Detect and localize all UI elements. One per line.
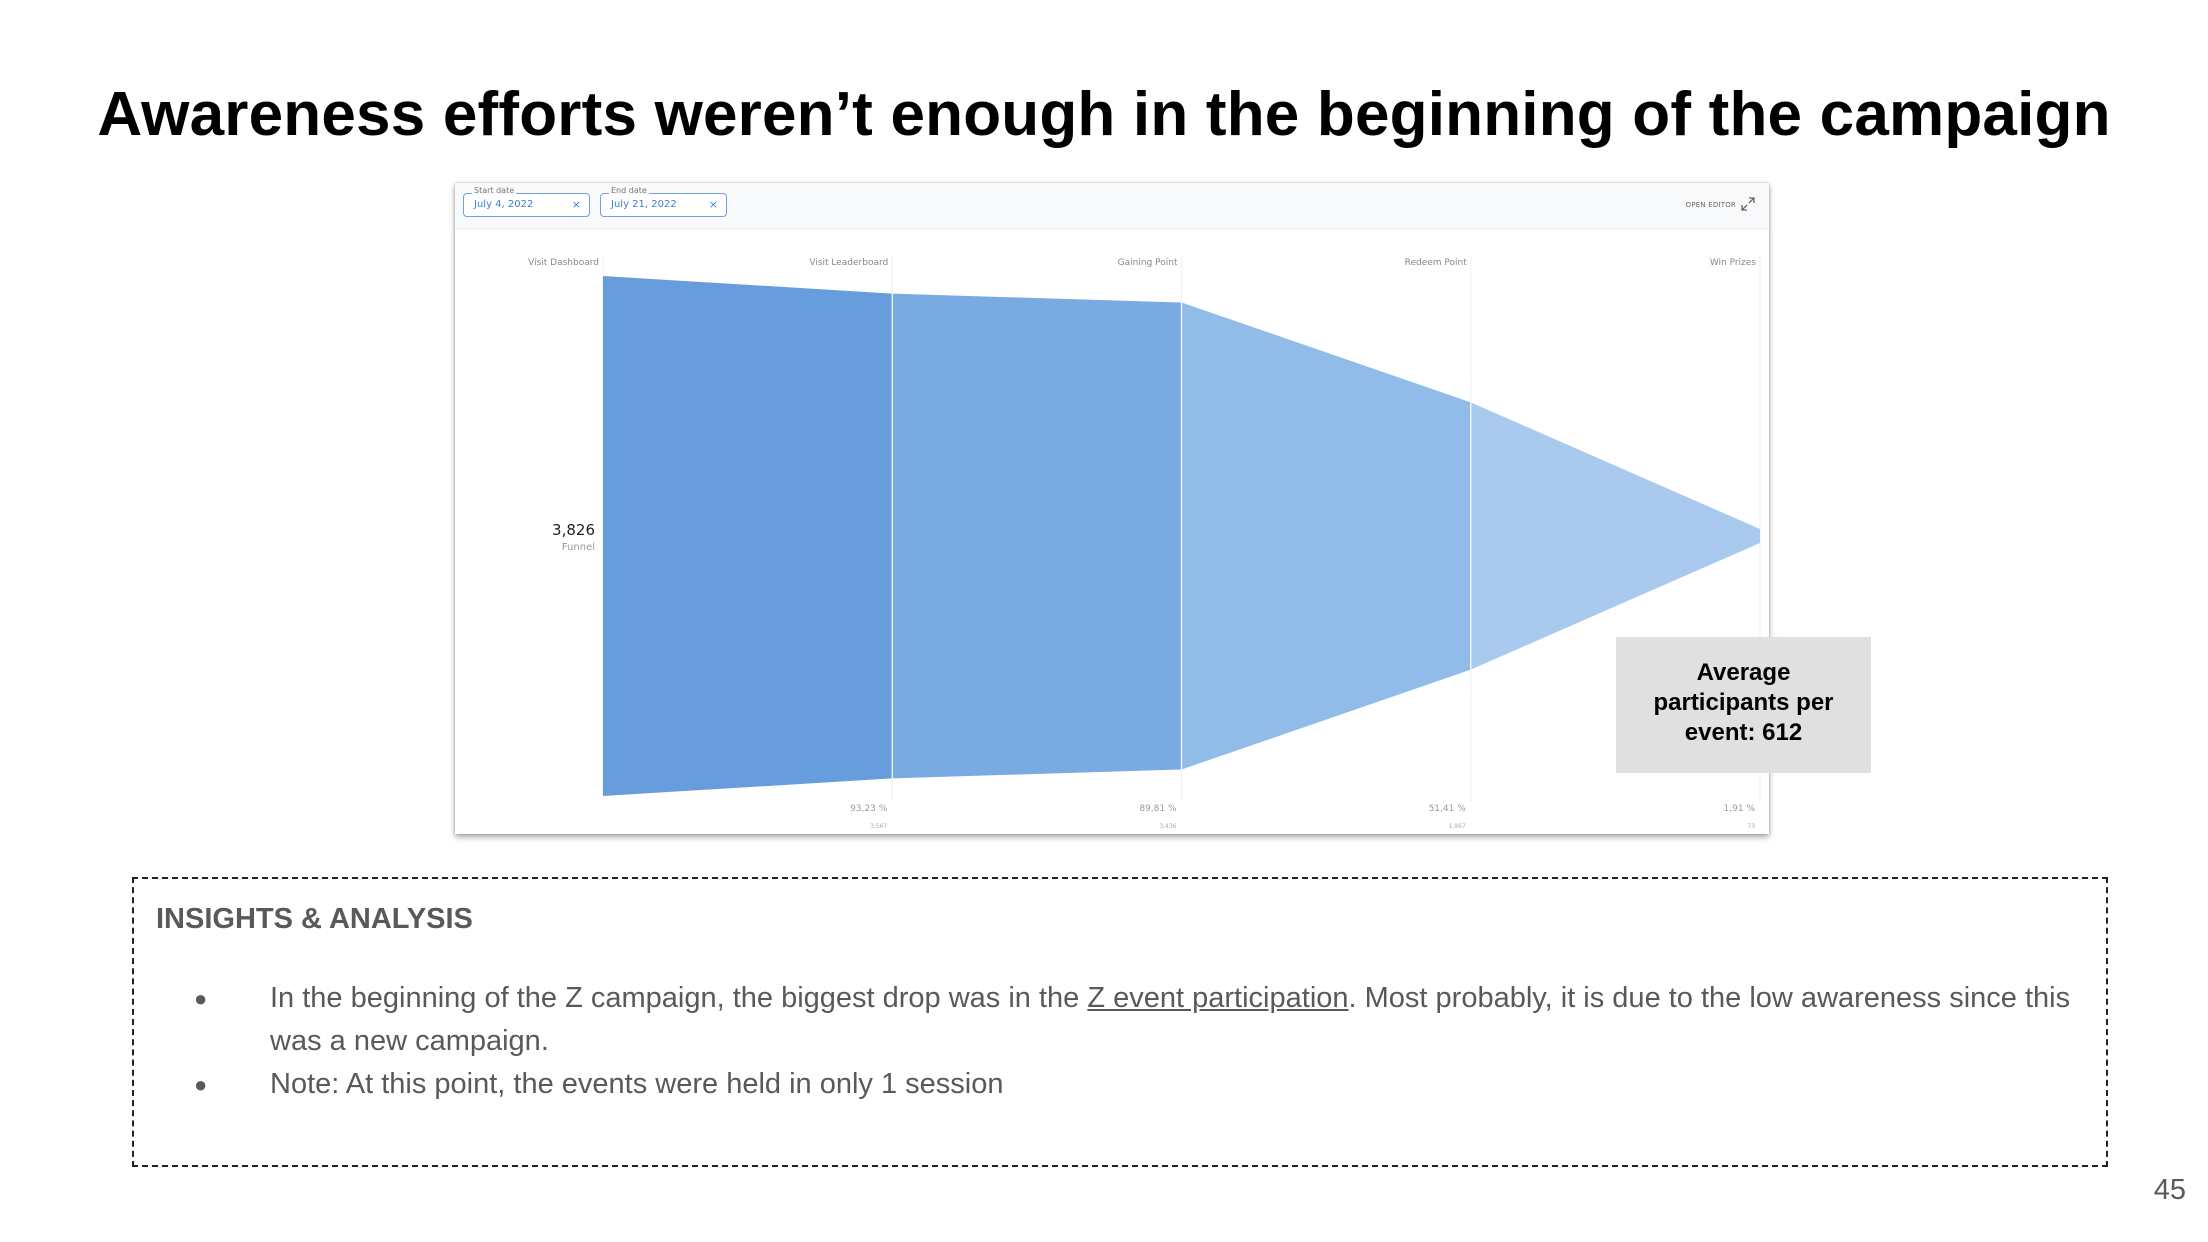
start-date-value: July 4, 2022 [474, 199, 534, 210]
filter-bar: Start date July 4, 2022 × End date July … [455, 183, 1769, 229]
funnel-chart: Visit Dashboard Visit Leaderboard Gaining … [528, 255, 1761, 830]
conversion-label: 51,41 % [1429, 804, 1467, 814]
insights-bullet-list: ● In the beginning of the Z campaign, th… [134, 977, 2110, 1106]
conversion-label: 1,91 % [1724, 804, 1756, 814]
funnel-total-label: Funnel [562, 542, 595, 553]
step-label: Gaining Point [1118, 258, 1178, 268]
count-label: 1,967 [1449, 823, 1466, 830]
open-editor-link[interactable]: OPEN EDITOR [1685, 201, 1736, 209]
start-date-legend: Start date [472, 186, 517, 195]
step-label: Visit Leaderboard [809, 258, 888, 268]
funnel-segment [1470, 402, 1760, 670]
bullet-text-before: In the beginning of the Z campaign, the … [270, 982, 1088, 1014]
end-date-clear-icon[interactable]: × [708, 198, 718, 211]
conversion-label: 89,81 % [1139, 804, 1177, 814]
step-label: Visit Dashboard [528, 258, 599, 268]
callout-line-3: event: 612 [1684, 719, 1803, 746]
bullet-text-after: . Most probably, it is due to the low aw… [270, 982, 2071, 1057]
count-label: 73 [1747, 823, 1755, 830]
count-label: 3,567 [870, 823, 887, 830]
expand-icon[interactable] [1741, 197, 1755, 211]
callout-line-1: Average [1696, 659, 1791, 686]
list-item: ● Note: At this point, the events were h… [134, 1063, 2110, 1106]
end-date-field[interactable]: End date July 21, 2022 × [600, 186, 727, 217]
z-event-participation-link[interactable]: Z event participation [1087, 982, 1349, 1014]
step-label: Redeem Point [1405, 258, 1468, 268]
bullet-text: Note: At this point, the events were hel… [270, 1068, 1004, 1100]
funnel-total-value: 3,826 [552, 521, 595, 539]
funnel-segment [603, 276, 893, 796]
bullet-icon: ● [194, 986, 208, 1011]
average-participants-callout: Average participants per event: 612 [1616, 637, 1871, 773]
end-date-legend: End date [609, 186, 649, 195]
step-label: Win Prizes [1710, 258, 1756, 268]
slide-title: Awareness efforts weren’t enough in the … [97, 80, 2111, 149]
start-date-clear-icon[interactable]: × [571, 198, 581, 211]
start-date-field[interactable]: Start date July 4, 2022 × [463, 186, 590, 217]
end-date-value: July 21, 2022 [611, 199, 677, 210]
insights-heading: INSIGHTS & ANALYSIS [156, 903, 473, 935]
list-item: ● In the beginning of the Z campaign, th… [134, 977, 2110, 1063]
page-number: 45 [2153, 1174, 2186, 1206]
conversion-label: 93,23 % [850, 804, 888, 814]
funnel-segment [892, 293, 1182, 779]
count-label: 3,436 [1159, 823, 1176, 830]
insights-box: INSIGHTS & ANALYSIS ● In the beginning o… [132, 877, 2108, 1167]
callout-line-2: participants per [1653, 689, 1834, 716]
bullet-icon: ● [194, 1072, 208, 1097]
funnel-segment [1181, 302, 1471, 770]
funnel-report-screenshot: Start date July 4, 2022 × End date July … [455, 183, 1769, 834]
